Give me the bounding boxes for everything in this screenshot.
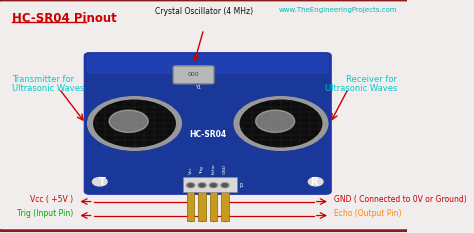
Ellipse shape [234,97,328,150]
Bar [210,186,217,221]
Text: Echo: Echo [211,163,216,174]
Text: J1: J1 [239,183,244,188]
Circle shape [211,184,216,187]
FancyBboxPatch shape [0,0,410,231]
Circle shape [210,183,218,188]
Text: Vcc ( +5V ): Vcc ( +5V ) [30,195,73,204]
Circle shape [222,184,228,187]
Bar [199,186,206,221]
Text: www.TheEngineeringProjects.com: www.TheEngineeringProjects.com [279,7,397,13]
Text: Crystal Oscillator (4 MHz): Crystal Oscillator (4 MHz) [155,7,253,16]
Circle shape [309,178,323,186]
Text: Y1: Y1 [195,85,201,90]
Text: HC-SR04 Pinout: HC-SR04 Pinout [12,12,117,25]
Text: HC-SR04: HC-SR04 [189,130,226,139]
Bar [187,186,194,221]
FancyBboxPatch shape [173,66,214,84]
Ellipse shape [88,97,182,150]
Text: Receiver for: Receiver for [346,75,397,84]
Text: Ultrasonic Waves: Ultrasonic Waves [12,84,84,93]
Bar [183,177,237,192]
FancyBboxPatch shape [85,53,331,194]
Text: GND: GND [223,164,227,174]
Ellipse shape [255,110,295,132]
Circle shape [92,178,107,186]
Text: R: R [310,177,318,187]
Text: Transmitter for: Transmitter for [12,75,74,84]
Circle shape [221,183,229,188]
Circle shape [198,183,206,188]
Text: Ultrasonic Waves: Ultrasonic Waves [325,84,397,93]
FancyBboxPatch shape [86,54,329,74]
Ellipse shape [240,100,322,147]
Circle shape [187,183,195,188]
Text: Echo (Output Pin): Echo (Output Pin) [334,209,401,218]
Text: Trig (Input Pin): Trig (Input Pin) [17,209,73,218]
Text: 000: 000 [188,72,200,77]
Text: T: T [99,177,105,187]
Ellipse shape [94,100,175,147]
Circle shape [188,184,193,187]
Circle shape [200,184,204,187]
Text: GND ( Connected to 0V or Ground): GND ( Connected to 0V or Ground) [334,195,467,204]
Bar [221,186,228,221]
Ellipse shape [109,110,148,132]
Text: Trig: Trig [200,166,204,174]
Text: Vcc: Vcc [189,166,192,174]
